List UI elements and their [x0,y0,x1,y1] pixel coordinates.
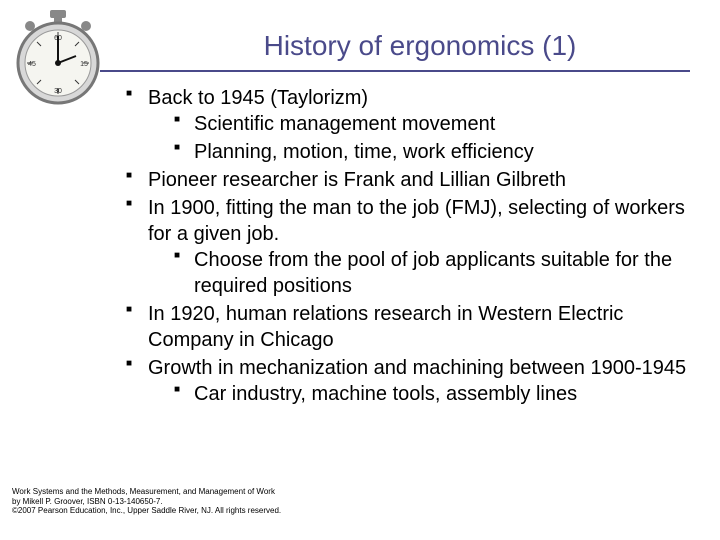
bullet-text: Planning, motion, time, work efficiency [194,141,534,163]
bullet-text: Scientific management movement [194,113,495,135]
bullet-text: Choose from the pool of job applicants s… [194,249,672,297]
bullet-text: Back to 1945 (Taylorizm) [148,87,368,109]
list-item: Pioneer researcher is Frank and Lillian … [120,167,690,193]
footer-citation: Work Systems and the Methods, Measuremen… [12,487,281,516]
page-title: History of ergonomics (1) [160,30,680,62]
list-item: Scientific management movement [168,111,690,137]
list-item: In 1920, human relations research in Wes… [120,301,690,353]
list-item: Choose from the pool of job applicants s… [168,247,690,299]
svg-text:15: 15 [80,61,88,68]
footer-line: ©2007 Pearson Education, Inc., Upper Sad… [12,506,281,516]
svg-text:30: 30 [54,88,62,95]
bullet-text: In 1920, human relations research in Wes… [148,303,623,351]
list-item: Growth in mechanization and machining be… [120,355,690,407]
bullet-text: In 1900, fitting the man to the job (FMJ… [148,197,685,245]
bullet-text: Car industry, machine tools, assembly li… [194,383,577,405]
list-item: Car industry, machine tools, assembly li… [168,381,690,407]
svg-text:45: 45 [28,61,36,68]
list-item: Back to 1945 (Taylorizm) Scientific mana… [120,85,690,165]
bullet-list: Back to 1945 (Taylorizm) Scientific mana… [120,85,690,407]
list-item: In 1900, fitting the man to the job (FMJ… [120,195,690,299]
footer-line: Work Systems and the Methods, Measuremen… [12,487,281,497]
footer-line: by Mikell P. Groover, ISBN 0-13-140650-7… [12,497,281,507]
bullet-text: Growth in mechanization and machining be… [148,357,686,379]
list-item: Planning, motion, time, work efficiency [168,139,690,165]
content-area: Back to 1945 (Taylorizm) Scientific mana… [120,85,690,409]
bullet-text: Pioneer researcher is Frank and Lillian … [148,169,566,191]
title-underline [100,70,690,72]
stopwatch-icon: 60 15 30 45 [8,8,108,108]
